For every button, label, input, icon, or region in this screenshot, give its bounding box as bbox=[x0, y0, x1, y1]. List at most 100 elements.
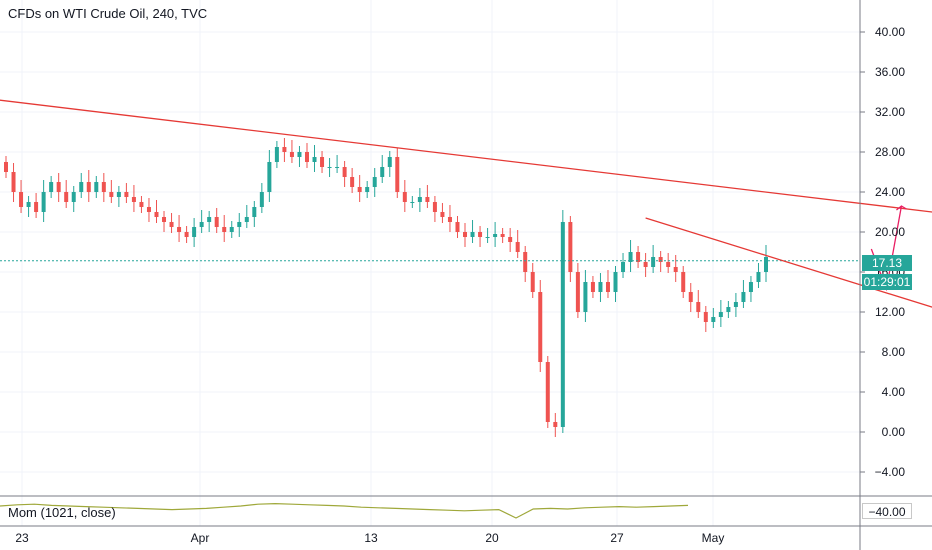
candle-body bbox=[613, 272, 618, 292]
candle-body bbox=[199, 222, 204, 227]
candle-body bbox=[455, 222, 460, 232]
candle-body bbox=[703, 312, 708, 322]
candle-body bbox=[410, 202, 415, 203]
candle-body bbox=[71, 192, 76, 202]
candle-body bbox=[432, 202, 437, 212]
candle-body bbox=[621, 262, 626, 272]
candle-body bbox=[425, 197, 430, 202]
candle-body bbox=[530, 272, 535, 292]
candle-body bbox=[282, 147, 287, 152]
candle-body bbox=[162, 217, 167, 222]
candle-body bbox=[463, 232, 468, 237]
y-tick-label: 24.00 bbox=[875, 185, 905, 199]
candle-body bbox=[741, 292, 746, 302]
candle-body bbox=[417, 197, 422, 202]
candle-body bbox=[154, 212, 159, 217]
candle-body bbox=[764, 257, 768, 272]
chart-title: CFDs on WTI Crude Oil, 240, TVC bbox=[8, 6, 208, 21]
candle-body bbox=[380, 167, 385, 177]
candle-body bbox=[508, 237, 513, 242]
candle-body bbox=[109, 192, 114, 197]
candle-body bbox=[636, 252, 641, 262]
y-tick-label: 40.00 bbox=[875, 25, 905, 39]
candle-body bbox=[19, 192, 24, 207]
candle-body bbox=[252, 207, 257, 217]
momentum-line bbox=[0, 502, 689, 519]
candle-body bbox=[207, 217, 212, 222]
candle-body bbox=[756, 272, 761, 282]
candle-body bbox=[146, 207, 151, 212]
candle-body bbox=[101, 182, 106, 192]
indicator-label[interactable]: Mom (1021, close) bbox=[8, 505, 116, 520]
candle-body bbox=[11, 172, 16, 192]
candle-body bbox=[545, 362, 550, 422]
candle-body bbox=[56, 182, 61, 192]
candle-body bbox=[26, 202, 31, 207]
candle-body bbox=[184, 232, 189, 237]
candle-body bbox=[177, 227, 182, 232]
candle-body bbox=[116, 192, 121, 197]
candle-body bbox=[4, 162, 8, 172]
candle-body bbox=[304, 152, 309, 162]
candle-body bbox=[131, 197, 136, 202]
candle-body bbox=[267, 162, 272, 192]
candle-body bbox=[598, 282, 603, 292]
candle-body bbox=[470, 232, 475, 237]
candle-body bbox=[628, 252, 633, 262]
candle-body bbox=[34, 202, 39, 212]
candle-body bbox=[49, 182, 54, 192]
candle-body bbox=[575, 272, 580, 312]
candle-body bbox=[590, 282, 595, 292]
candle-body bbox=[500, 234, 505, 237]
y-tick-label: 8.00 bbox=[882, 345, 906, 359]
candle-body bbox=[673, 267, 678, 272]
candle-body bbox=[711, 317, 716, 322]
x-tick-label: Apr bbox=[191, 531, 210, 545]
candle-body bbox=[485, 237, 490, 238]
candle-body bbox=[365, 187, 370, 192]
candle-body bbox=[222, 227, 227, 232]
candle-body bbox=[440, 212, 445, 217]
candle-body bbox=[658, 257, 663, 262]
candle-body bbox=[229, 227, 234, 232]
trendlines bbox=[0, 99, 932, 308]
candle-body bbox=[515, 242, 520, 252]
candle-body bbox=[297, 152, 302, 157]
indicator-value-tag: −40.00 bbox=[862, 503, 912, 519]
candle-body bbox=[244, 217, 249, 222]
candle-body bbox=[214, 217, 219, 227]
y-tick-label: 20.00 bbox=[875, 225, 905, 239]
candle-body bbox=[748, 282, 753, 292]
candle-body bbox=[447, 217, 452, 222]
candle-body bbox=[169, 222, 174, 227]
candle-body bbox=[395, 157, 400, 192]
y-tick-label: 12.00 bbox=[875, 305, 905, 319]
y-tick-label: 28.00 bbox=[875, 145, 905, 159]
projection-arrowhead bbox=[896, 205, 907, 211]
y-tick-label: 36.00 bbox=[875, 65, 905, 79]
candle-body bbox=[335, 167, 340, 168]
candle-body bbox=[327, 167, 332, 168]
y-tick-label: 0.00 bbox=[882, 425, 906, 439]
time-axis: 23 Apr 13 20 27 May bbox=[0, 495, 932, 545]
x-tick-label: 27 bbox=[610, 531, 624, 545]
x-tick-label: 20 bbox=[485, 531, 499, 545]
trendline bbox=[0, 99, 932, 213]
candle-body bbox=[320, 157, 325, 167]
y-tick-label: 32.00 bbox=[875, 105, 905, 119]
candle-body bbox=[651, 257, 656, 267]
trendline bbox=[645, 217, 932, 308]
candle-body bbox=[357, 187, 362, 192]
candle-body bbox=[583, 282, 588, 312]
candle-body bbox=[387, 157, 392, 167]
candle-body bbox=[688, 292, 693, 302]
x-tick-label: 13 bbox=[364, 531, 378, 545]
candle-body bbox=[402, 192, 407, 202]
candle-body bbox=[274, 147, 279, 162]
x-tick-label: May bbox=[702, 531, 725, 545]
candle-body bbox=[696, 302, 701, 312]
candle-body bbox=[478, 232, 483, 237]
candle-body bbox=[350, 177, 355, 187]
candle-body bbox=[79, 182, 84, 192]
